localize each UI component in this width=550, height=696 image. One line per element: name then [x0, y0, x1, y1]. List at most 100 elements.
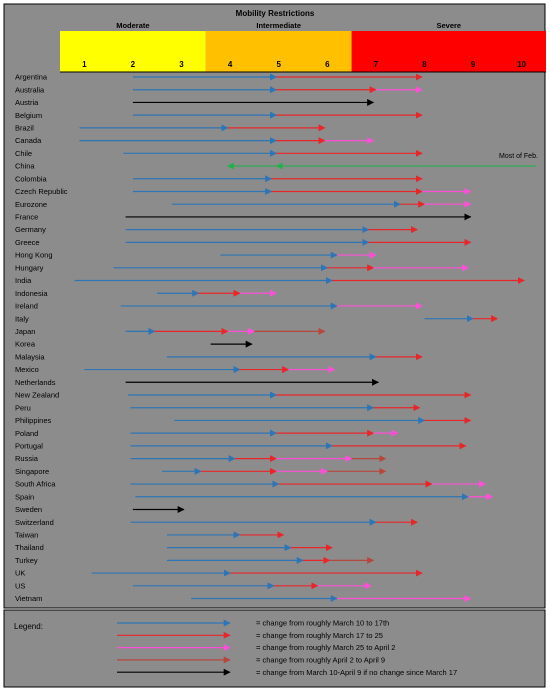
row-australia: Australia: [15, 85, 423, 94]
band-intermediate: [205, 31, 352, 72]
band-label-severe: Severe: [436, 21, 461, 30]
row-taiwan: Taiwan: [15, 531, 285, 540]
row-turkey: Turkey: [15, 556, 375, 565]
country-label: Peru: [15, 403, 31, 412]
row-vietnam: Vietnam: [15, 594, 472, 603]
country-label: Taiwan: [15, 531, 38, 540]
country-label: Philippines: [15, 416, 52, 425]
country-label: France: [15, 213, 38, 222]
band-moderate: [60, 31, 206, 72]
row-italy: Italy: [15, 314, 499, 323]
country-label: Germany: [15, 225, 46, 234]
row-belgium: Belgium: [15, 111, 423, 120]
row-eurozone: Eurozone: [15, 200, 472, 209]
row-uk: UK: [15, 569, 423, 578]
row-argentina: Argentina: [15, 73, 423, 82]
row-malaysia: Malaysia: [15, 352, 423, 361]
row-greece: Greece: [15, 238, 472, 247]
band-label-intermediate: Intermediate: [256, 21, 301, 30]
legend-label-pink: = change from roughly March 25 to April …: [256, 643, 395, 652]
row-japan: Japan: [15, 327, 326, 336]
scale-label-9: 9: [471, 60, 476, 69]
country-label: Thailand: [15, 543, 44, 552]
row-chile: Chile: [15, 149, 423, 158]
country-label: Argentina: [15, 73, 48, 82]
country-label: US: [15, 581, 25, 590]
row-korea: Korea: [15, 340, 253, 349]
row-austria: Austria: [15, 98, 375, 107]
country-label: UK: [15, 569, 25, 578]
row-canada: Canada: [15, 136, 375, 145]
country-label: Vietnam: [15, 594, 42, 603]
scale-label-1: 1: [82, 60, 87, 69]
country-label: Korea: [15, 340, 36, 349]
row-germany: Germany: [15, 225, 418, 234]
row-us: US: [15, 581, 372, 590]
country-label: Spain: [15, 492, 34, 501]
country-label: Canada: [15, 136, 42, 145]
legend-panel: [3, 609, 546, 688]
country-label: Sweden: [15, 505, 42, 514]
country-label: Turkey: [15, 556, 38, 565]
scale-label-10: 10: [517, 60, 526, 69]
country-label: Ireland: [15, 302, 38, 311]
country-label: Italy: [15, 314, 29, 323]
country-label: South Africa: [15, 480, 56, 489]
country-label: Singapore: [15, 467, 49, 476]
row-indonesia: Indonesia: [15, 289, 277, 298]
row-ireland: Ireland: [15, 302, 423, 311]
row-brazil: Brazil: [15, 123, 326, 132]
feb-annotation: Most of Feb.: [499, 153, 538, 160]
row-singapore: Singapore: [15, 467, 387, 476]
row-hungary: Hungary: [15, 263, 469, 272]
row-thailand: Thailand: [15, 543, 333, 552]
row-peru: Peru: [15, 403, 421, 412]
scale-label-3: 3: [179, 60, 184, 69]
legend-title: Legend:: [14, 622, 43, 631]
row-hong-kong: Hong Kong: [15, 251, 377, 260]
scale-labels: 1 2 3 4 5 6 7 8 9 10: [82, 60, 527, 69]
scale-label-6: 6: [325, 60, 330, 69]
row-south-africa: South Africa: [15, 480, 486, 489]
country-label: Japan: [15, 327, 35, 336]
row-india: India: [15, 276, 525, 285]
legend-label-red: = change from roughly March 17 to 25: [256, 631, 383, 640]
country-label: Colombia: [15, 174, 48, 183]
band-severe: [351, 31, 546, 72]
country-label: Austria: [15, 98, 39, 107]
chart-title: Mobility Restrictions: [236, 9, 315, 18]
country-label: Portugal: [15, 441, 43, 450]
country-label: India: [15, 276, 32, 285]
legend: = change from roughly March 10 to 17th = …: [117, 619, 457, 677]
country-label: Netherlands: [15, 378, 56, 387]
row-netherlands: Netherlands: [15, 378, 380, 387]
row-mexico: Mexico: [15, 365, 336, 374]
country-label: New Zealand: [15, 391, 59, 400]
country-label: Greece: [15, 238, 40, 247]
country-label: Hong Kong: [15, 251, 53, 260]
scale-label-8: 8: [422, 60, 427, 69]
row-russia: Russia: [15, 454, 387, 463]
row-czech-republic: Czech Republic: [15, 187, 472, 196]
legend-label-black: = change from March 10-April 9 if no cha…: [256, 668, 457, 677]
row-colombia: Colombia: [15, 174, 423, 183]
country-label: China: [15, 162, 35, 171]
row-poland: Poland: [15, 429, 399, 438]
country-label: Chile: [15, 149, 32, 158]
scale-label-5: 5: [276, 60, 281, 69]
country-label: Belgium: [15, 111, 42, 120]
country-label: Switzerland: [15, 518, 54, 527]
country-label: Eurozone: [15, 200, 47, 209]
legend-label-brown: = change from roughly April 2 to April 9: [256, 656, 385, 665]
scale-label-4: 4: [228, 60, 233, 69]
country-label: Brazil: [15, 123, 34, 132]
row-sweden: Sweden: [15, 505, 185, 514]
country-label: Indonesia: [15, 289, 48, 298]
row-france: France: [15, 213, 472, 222]
scale-label-2: 2: [131, 60, 136, 69]
row-philippines: Philippines: [15, 416, 472, 425]
country-label: Czech Republic: [15, 187, 68, 196]
country-label: Mexico: [15, 365, 39, 374]
